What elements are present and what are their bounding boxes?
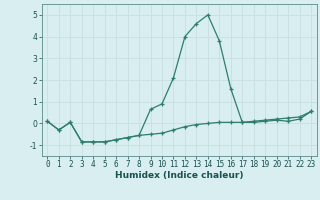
X-axis label: Humidex (Indice chaleur): Humidex (Indice chaleur) [115,171,244,180]
